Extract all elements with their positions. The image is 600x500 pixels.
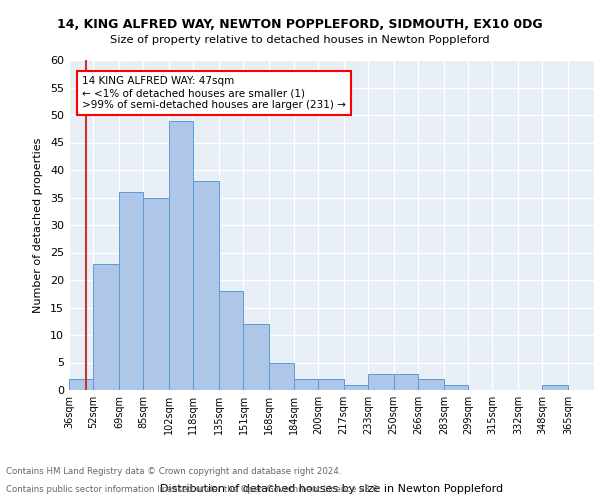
Bar xyxy=(143,198,169,390)
Bar xyxy=(368,374,394,390)
Text: 14 KING ALFRED WAY: 47sqm
← <1% of detached houses are smaller (1)
>99% of semi-: 14 KING ALFRED WAY: 47sqm ← <1% of detac… xyxy=(82,76,346,110)
Text: Contains HM Land Registry data © Crown copyright and database right 2024.: Contains HM Land Registry data © Crown c… xyxy=(6,467,341,476)
Y-axis label: Number of detached properties: Number of detached properties xyxy=(33,138,43,312)
Text: Size of property relative to detached houses in Newton Poppleford: Size of property relative to detached ho… xyxy=(110,35,490,45)
Bar xyxy=(269,362,293,390)
Bar xyxy=(444,384,468,390)
Bar xyxy=(169,120,193,390)
Bar xyxy=(119,192,143,390)
Text: Contains public sector information licensed under the Open Government Licence v3: Contains public sector information licen… xyxy=(6,485,380,494)
Bar xyxy=(318,379,344,390)
Bar xyxy=(69,379,93,390)
X-axis label: Distribution of detached houses by size in Newton Poppleford: Distribution of detached houses by size … xyxy=(160,484,503,494)
Bar xyxy=(219,291,244,390)
Bar xyxy=(542,384,568,390)
Bar xyxy=(394,374,418,390)
Text: 14, KING ALFRED WAY, NEWTON POPPLEFORD, SIDMOUTH, EX10 0DG: 14, KING ALFRED WAY, NEWTON POPPLEFORD, … xyxy=(57,18,543,30)
Bar xyxy=(344,384,368,390)
Bar xyxy=(418,379,444,390)
Bar xyxy=(244,324,269,390)
Bar xyxy=(93,264,119,390)
Bar xyxy=(193,181,219,390)
Bar xyxy=(293,379,318,390)
